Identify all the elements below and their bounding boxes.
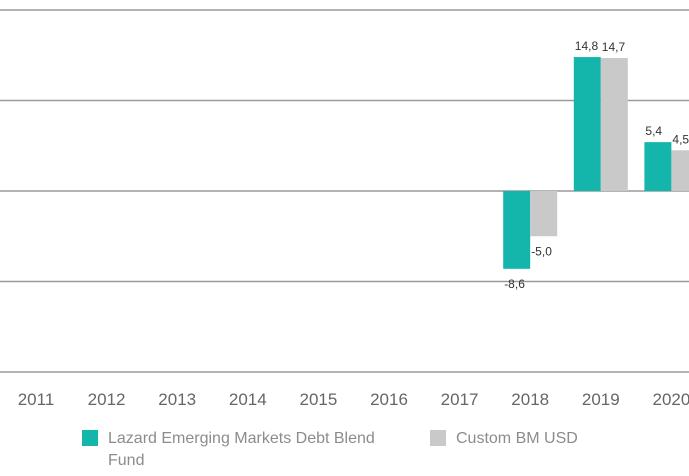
x-tick-label-2012: 2012 [88,390,126,409]
x-tick-label-2018: 2018 [511,390,549,409]
x-tick-label-2011: 2011 [18,390,55,409]
x-tick-label-2015: 2015 [299,390,337,409]
bars [503,57,689,269]
bar-fund-2019 [573,57,601,192]
x-tick-label-2019: 2019 [582,390,620,409]
value-label-fund-2019: 14,8 [575,39,599,53]
x-tick-label-2014: 2014 [229,390,267,409]
legend-item-custom-bm: Custom BM USD [430,428,578,450]
x-tick-label-2017: 2017 [441,390,479,409]
legend-swatch-lazard-fund [82,430,98,446]
bar-benchmark-2020 [671,150,689,191]
x-axis-tick-labels: 2011 2012 2013 2014 2015 2016 2017 2018 2019 2020 [18,390,689,409]
value-label-benchmark-2019: 14,7 [602,40,626,54]
value-label-benchmark-2018: -5,0 [531,244,552,258]
legend-swatch-custom-bm [430,430,446,446]
value-label-fund-2020: 5,4 [645,124,662,138]
bar-chart: -8,6-5,014,8 14,75,44,5 2011 2012 2013 2014 2… [0,9,689,409]
legend-label-lazard-fund: Lazard Emerging Markets Debt Blend Fund [108,430,375,469]
bar-benchmark-2018 [530,191,558,237]
value-labels: -8,6 -5,0 14,8 14,7 5,4 4,5 [504,39,689,291]
bar-fund-2020 [644,142,672,191]
bar-fund-2018 [503,191,531,269]
legend: Lazard Emerging Markets Debt Blend Fund … [0,428,689,476]
x-tick-label-2016: 2016 [370,390,408,409]
legend-label-custom-bm: Custom BM USD [456,430,578,447]
value-label-benchmark-2020: 4,5 [672,132,689,146]
value-label-fund-2018: -8,6 [504,277,525,291]
x-tick-label-2013: 2013 [158,390,196,409]
x-tick-label-2020: 2020 [652,390,689,409]
legend-item-lazard-fund: Lazard Emerging Markets Debt Blend Fund [82,428,378,472]
bar-benchmark-2019 [600,57,628,192]
